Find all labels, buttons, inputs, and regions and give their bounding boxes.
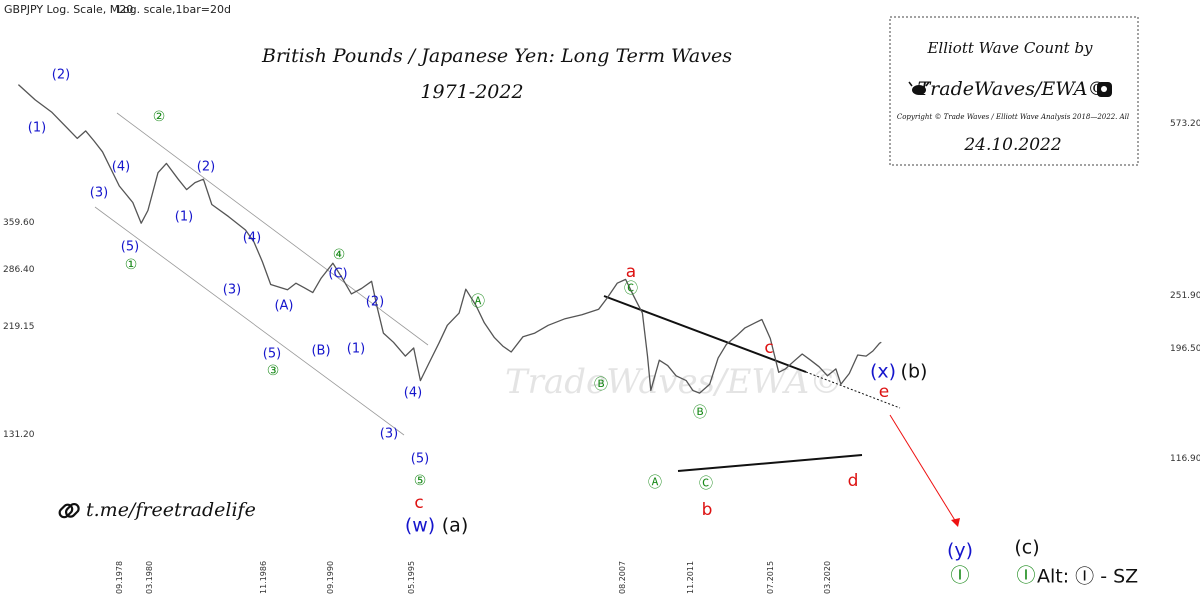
wave-label: (1) <box>175 210 193 225</box>
link-icon <box>58 502 80 519</box>
forecast-arrow <box>889 414 960 527</box>
y-tick-label: 196.50 <box>1170 344 1200 354</box>
chart-subtitle: 1971-2022 <box>420 81 523 103</box>
y-tick-label: 219.15 <box>3 322 35 332</box>
y-tick-label: 286.40 <box>3 265 35 275</box>
x-tick-label: 11.2011 <box>686 561 695 594</box>
wave-label: (5) <box>263 347 281 362</box>
y-tick-label: 251.90 <box>1170 291 1200 301</box>
info-box-line2: TradeWaves/EWA© <box>918 78 1107 100</box>
wave-label: (a) <box>442 515 468 537</box>
x-tick-label: 03.2020 <box>823 561 832 594</box>
x-tick-label: 05.1995 <box>407 561 416 594</box>
wave-label: (1) <box>347 342 365 357</box>
y-tick-label: 116.90 <box>1170 454 1200 464</box>
wave-label: (5) <box>121 240 139 255</box>
wave-label: b <box>702 500 713 520</box>
wave-label: c <box>764 338 773 358</box>
wave-label: (x) <box>870 361 896 383</box>
wave-label: (5) <box>411 452 429 467</box>
wave-label: Ⓐ <box>648 475 662 491</box>
wave-label: (2) <box>52 68 70 83</box>
wave-label: (w) <box>405 515 435 537</box>
wave-label: (B) <box>311 344 330 359</box>
info-box-line1: Elliott Wave Count by <box>926 39 1093 57</box>
telegram-link[interactable]: t.me/freetradelife <box>58 499 256 521</box>
wave-label: Ⓐ <box>471 294 485 310</box>
info-box-date: 24.10.2022 <box>963 135 1061 155</box>
wave-label: (3) <box>90 186 108 201</box>
wave-label: ④ <box>333 247 346 263</box>
price-series-line <box>17 84 882 394</box>
watermark: TradeWaves/EWA© <box>505 362 843 402</box>
wave-label: ⑤ <box>414 473 427 489</box>
wave-label: (c) <box>1014 537 1039 559</box>
y-axis-ticks: 573.20 359.60 286.40 251.90 219.15 196.50 131.… <box>3 119 1200 464</box>
wave-label: (C) <box>328 267 347 282</box>
x-tick-label: 08.2007 <box>618 561 627 594</box>
wave-label: ② <box>153 109 166 125</box>
wave-label: (4) <box>404 386 422 401</box>
symbol-label: GBPJPY Log. Scale, M20 <box>4 3 133 16</box>
wave-label: (2) <box>197 160 215 175</box>
wave-label: Ⓑ <box>693 405 707 421</box>
wave-label: (A) <box>274 299 293 314</box>
wave-label: (y) <box>947 540 973 562</box>
triangle-upper-extension <box>805 371 901 409</box>
x-tick-label: 09.1978 <box>115 561 124 594</box>
triangle-upper-line <box>603 295 807 373</box>
triangle-lines <box>603 295 901 472</box>
y-tick-label: 359.60 <box>3 218 35 228</box>
wave-label: (b) <box>901 361 928 383</box>
wave-label: Ⓘ <box>950 565 969 587</box>
telegram-link-text[interactable]: t.me/freetradelife <box>86 499 256 521</box>
wave-label: Ⓒ <box>624 281 638 297</box>
wave-label: (3) <box>223 283 241 298</box>
chart-title: British Pounds / Japanese Yen: Long Term… <box>261 45 732 67</box>
y-tick-label: 131.20 <box>3 430 35 440</box>
wave-label: ③ <box>267 363 280 379</box>
info-box-border <box>889 16 1139 166</box>
info-box: Elliott Wave Count by TradeWaves/EWA© Co… <box>889 16 1139 166</box>
x-tick-label: 03.1980 <box>145 561 154 594</box>
y-tick-label: 573.20 <box>1170 119 1200 129</box>
x-axis-ticks: 09.1978 03.1980 11.1986 09.1990 05.1995 08.20… <box>115 561 832 594</box>
wave-label: (2) <box>366 295 384 310</box>
wave-label: ① <box>125 257 138 273</box>
lower-channel-line <box>94 206 405 436</box>
wave-label: Ⓘ <box>1016 565 1035 587</box>
wave-label: e <box>879 382 889 402</box>
scale-label: Log. scale,1bar=20d <box>117 3 231 16</box>
wave-label: (3) <box>380 427 398 442</box>
logo-bear-icon <box>1097 82 1112 97</box>
x-tick-label: 09.1990 <box>326 561 335 594</box>
x-tick-label: 11.1986 <box>259 561 268 594</box>
wave-label: Ⓒ <box>699 476 713 492</box>
logo-bull-icon <box>908 81 930 95</box>
wave-label: Alt: Ⓘ - SZ <box>1037 566 1138 588</box>
wave-label: c <box>414 493 423 513</box>
wave-label: (4) <box>112 160 130 175</box>
channel-lines <box>94 112 429 436</box>
wave-label: d <box>848 471 859 491</box>
wave-label: (1) <box>28 121 46 136</box>
x-tick-label: 07.2015 <box>766 561 775 594</box>
info-box-copyright: Copyright © Trade Waves / Elliott Wave A… <box>897 113 1129 121</box>
wave-label: (4) <box>243 231 261 246</box>
wave-label: Ⓑ <box>594 377 608 393</box>
triangle-lower-line <box>677 454 863 472</box>
wave-labels: (1)(2)(3)(4)(5)①②(1)(2)(3)(4)(5)③(A)(B)(… <box>28 68 1138 588</box>
wave-label: a <box>626 262 636 282</box>
upper-channel-line <box>116 112 429 346</box>
